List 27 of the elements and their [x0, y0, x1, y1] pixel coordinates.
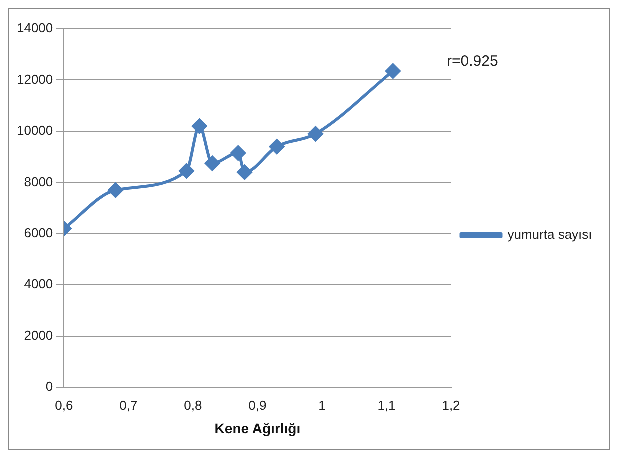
x-tick-label: 1,1 — [378, 398, 396, 413]
x-tick-label: 1,2 — [442, 398, 460, 413]
y-tick-label: 2000 — [24, 328, 54, 343]
annotation: r=0.925 — [447, 53, 498, 70]
x-axis-title: Kene Ağırlığı — [214, 420, 301, 436]
x-tick-label: 0,7 — [120, 398, 138, 413]
x-tick-label: 0,9 — [248, 398, 267, 413]
y-tick-label: 0 — [46, 379, 54, 394]
point — [270, 139, 285, 154]
point — [192, 118, 208, 134]
point — [308, 126, 324, 142]
point — [108, 182, 124, 198]
x-tick-label: 1 — [318, 398, 326, 413]
point — [386, 64, 401, 79]
y-tick-label: 10000 — [16, 123, 54, 138]
y-tick-label: 14000 — [16, 20, 54, 36]
x-tick-label: 0,8 — [184, 398, 202, 413]
point — [230, 146, 246, 161]
point — [179, 164, 194, 179]
point — [237, 164, 252, 180]
y-tick-label: 6000 — [24, 225, 54, 240]
y-tick-label: 8000 — [24, 174, 54, 190]
legend-label: yumurta sayısı — [508, 227, 592, 242]
x-tick-label: 0,6 — [55, 398, 74, 413]
y-tick-label: 4000 — [24, 276, 54, 292]
point — [205, 156, 220, 171]
y-tick-label: 12000 — [16, 72, 54, 87]
